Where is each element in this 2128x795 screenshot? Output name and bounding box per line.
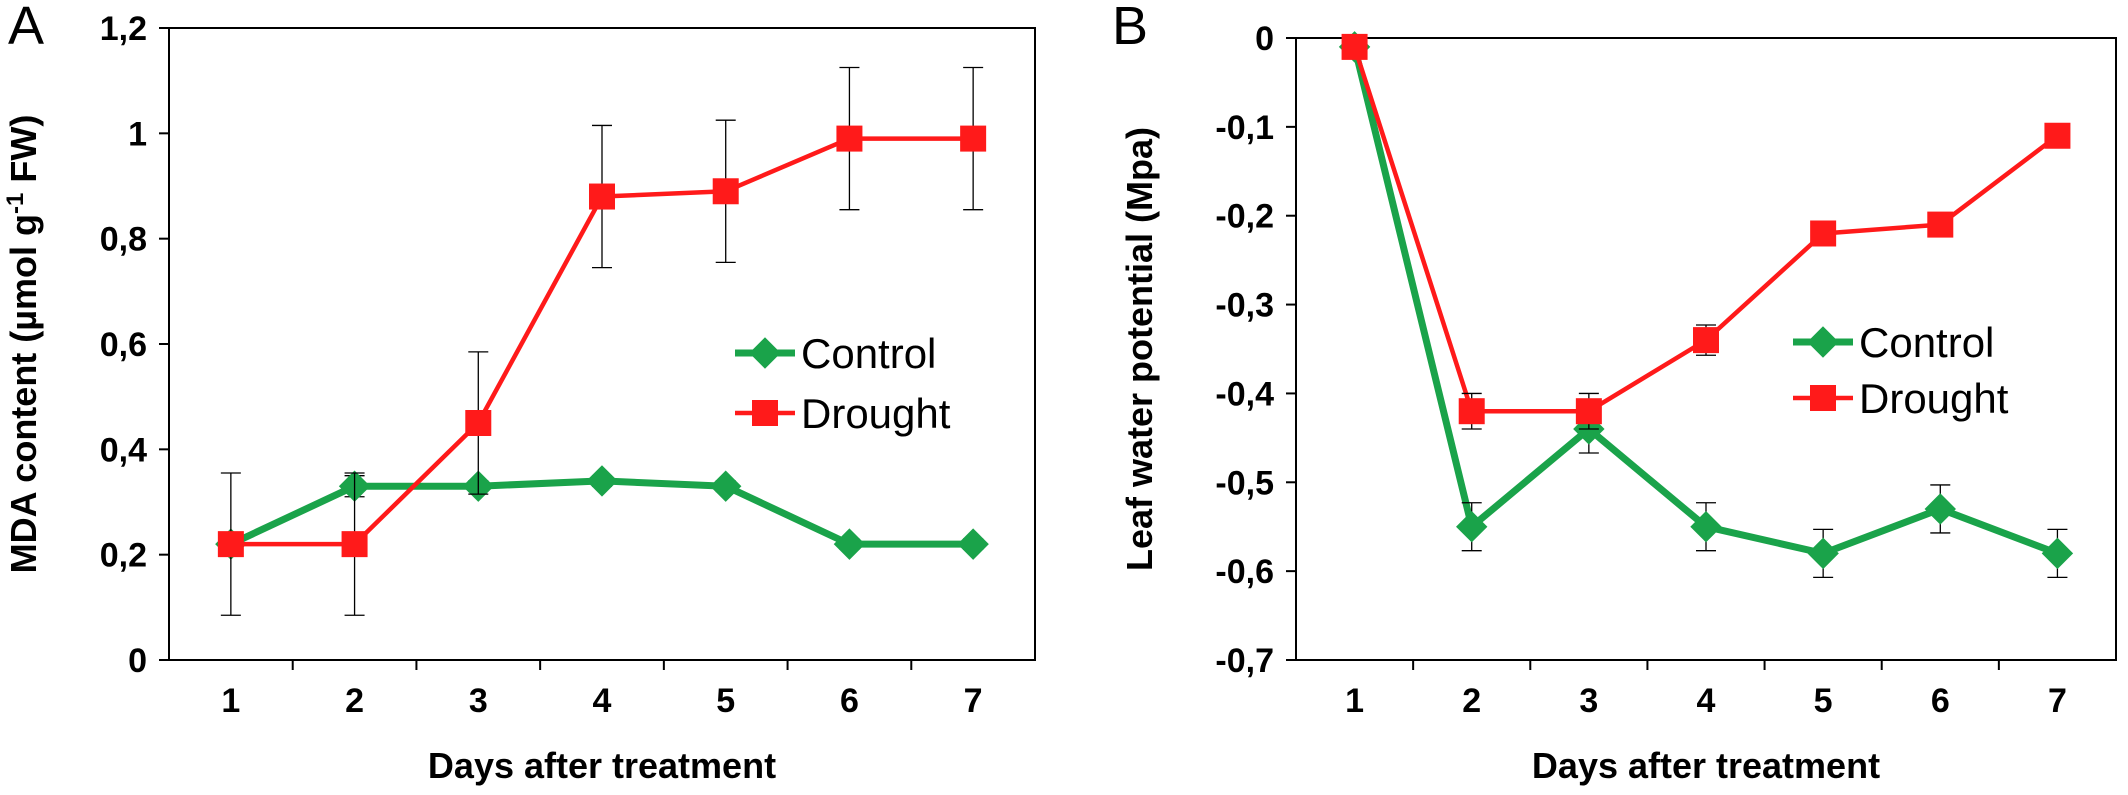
- panel-b-y-tick-label: -0,1: [1215, 109, 1274, 147]
- panel-a-y-tick-label: 1,2: [100, 10, 147, 48]
- panel-b-letter: B: [1112, 0, 1148, 56]
- panel-a-series-control-point: [710, 470, 742, 502]
- panel-b-x-tick-label: 3: [1579, 682, 1598, 720]
- panel-a-series-drought-point: [589, 183, 615, 210]
- panel-a-x-axis-title: Days after treatment: [428, 745, 776, 786]
- panel-a-legend-swatch-marker: [752, 400, 778, 426]
- panel-b-x-tick-label: 7: [2048, 682, 2067, 720]
- panel-a-x-tick-label: 1: [221, 682, 240, 720]
- panel-a-x-tick-label: 2: [345, 682, 364, 720]
- panel-b-legend-label: Drought: [1859, 375, 2009, 422]
- panel-b-x-tick-label: 6: [1931, 682, 1950, 720]
- panel-a-series-drought: [217, 66, 987, 616]
- panel-a-series-drought-point: [217, 531, 244, 558]
- panel-a-y-title-main: MDA content (µmol g: [3, 214, 44, 573]
- panel-b-series-drought-point: [1458, 398, 1485, 425]
- panel-b-series-control-line: [1351, 46, 2059, 557]
- panel-a-series-drought-point: [341, 531, 368, 558]
- panel-a-legend-label: Drought: [801, 390, 951, 437]
- panel-b-series-control-point: [1924, 493, 1956, 525]
- panel-b-x-tick-label: 1: [1345, 682, 1364, 720]
- panel-a-y-tick-label: 0,2: [100, 537, 147, 575]
- panel-a-series-control-point: [586, 465, 618, 497]
- panel-a-series-drought-point: [836, 125, 863, 152]
- panel-a-series-drought-point: [960, 125, 987, 152]
- panel-b-legend-control: Control: [1793, 319, 1994, 366]
- panel-b-series-control-point: [1807, 537, 1839, 570]
- panel-a-x-tick-label: 4: [593, 682, 612, 720]
- panel-b-series-drought-point: [1575, 398, 1602, 425]
- panel-b-x-tick-label: 5: [1814, 682, 1833, 720]
- panel-b-series-drought-point: [2044, 122, 2071, 149]
- panel-a-legend-drought: Drought: [735, 390, 951, 437]
- panel-a-x-tick-label: 3: [469, 682, 488, 720]
- panel-b-water-potential-chart: B Days after treatment Leaf water potent…: [1112, 0, 2117, 786]
- panel-b-series-control-point: [1456, 511, 1488, 543]
- panel-b-series-drought-point: [1927, 211, 1954, 238]
- panel-b-y-axis-title: Leaf water potential (Mpa): [1119, 127, 1160, 571]
- panel-a-x-tick-label: 6: [840, 682, 859, 720]
- panel-b-legend-drought: Drought: [1793, 375, 2009, 422]
- panel-b-y-tick-label: -0,3: [1215, 287, 1274, 325]
- panel-a-x-tick-label: 5: [716, 682, 735, 720]
- panel-a-y-tick-label: 0: [128, 642, 147, 680]
- panel-b-x-axis-title: Days after treatment: [1532, 745, 1880, 786]
- panel-a-series-control-point: [957, 528, 989, 560]
- panel-b-x-tick-label: 4: [1697, 682, 1716, 720]
- panel-b-series-drought: [1341, 33, 2071, 430]
- panel-a-legend-control: Control: [735, 330, 936, 377]
- panel-a-y-title-end: FW): [3, 115, 44, 193]
- panel-b-y-tick-label: -0,5: [1215, 464, 1274, 502]
- panel-a-y-tick-label: 0,4: [100, 431, 147, 469]
- panel-b-series-control: [1338, 31, 2074, 579]
- panel-a-y-title-sup: -1: [2, 193, 29, 214]
- panel-a-y-tick-label: 0,8: [100, 221, 147, 259]
- panel-b-legend-swatch-marker: [1810, 385, 1836, 411]
- panel-a-legend-label: Control: [801, 330, 936, 377]
- panel-b-series-drought-point: [1341, 33, 1368, 60]
- panel-b-series-drought-point: [1693, 327, 1719, 354]
- panel-b-legend-label: Control: [1859, 319, 1994, 366]
- panel-a-series-control-point: [833, 528, 866, 560]
- panel-b-y-tick-label: -0,2: [1215, 198, 1274, 236]
- panel-b-legend-swatch-marker: [1807, 326, 1839, 358]
- panel-a-y-tick-label: 1: [128, 115, 147, 153]
- panel-b-y-tick-label: -0,4: [1215, 375, 1274, 413]
- panel-b-series-control-point: [1690, 511, 1722, 543]
- panel-a-series-drought-point: [712, 178, 739, 205]
- panel-b-x-tick-label: 2: [1462, 682, 1481, 720]
- panel-a-legend-swatch-marker: [749, 337, 781, 369]
- panel-b-y-tick-label: 0: [1255, 20, 1274, 58]
- panel-b-y-tick-label: -0,6: [1215, 553, 1274, 591]
- panel-b-plot-frame: [1295, 37, 2117, 661]
- panel-b-y-tick-label: -0,7: [1215, 642, 1274, 680]
- panel-a-mda-chart: A Days after treatment MDA content (µmol…: [2, 0, 1036, 786]
- panel-b-series-control-point: [2041, 537, 2074, 570]
- panel-a-y-tick-label: 0,6: [100, 326, 147, 364]
- panel-a-series-drought-point: [465, 410, 492, 436]
- panel-a-y-axis-title: MDA content (µmol g-1 FW): [2, 115, 45, 574]
- panel-a-letter: A: [8, 0, 44, 56]
- panel-a-x-tick-label: 7: [964, 682, 983, 720]
- panel-b-series-drought-point: [1810, 220, 1837, 247]
